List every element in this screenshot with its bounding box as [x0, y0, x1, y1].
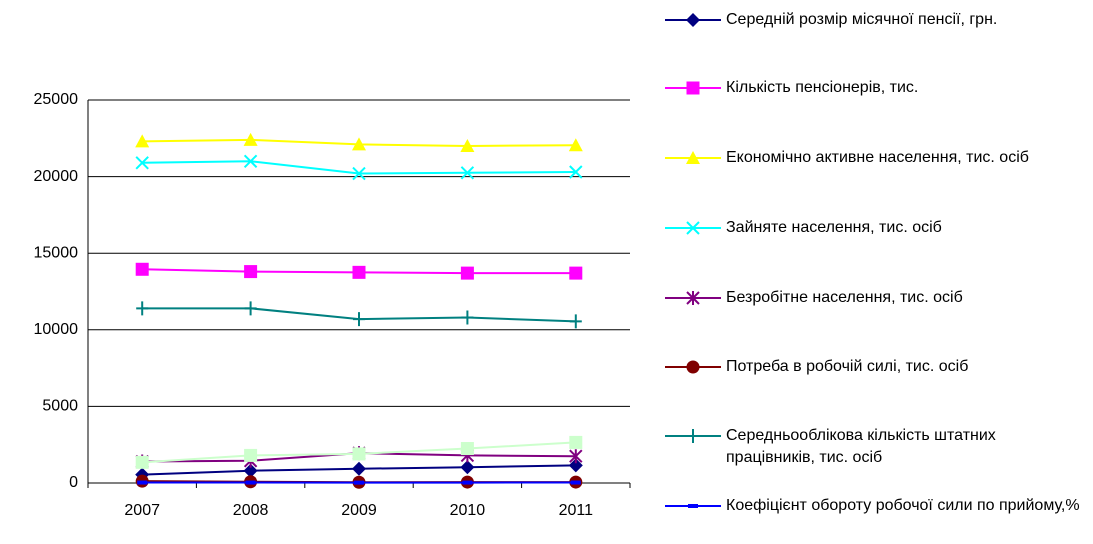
legend-label: Зайняте населення, тис. осіб: [726, 219, 942, 236]
marker: [569, 435, 583, 449]
marker: [460, 138, 475, 152]
series-line: [142, 160, 576, 175]
marker: [686, 291, 700, 305]
marker: [462, 480, 473, 485]
legend-label: Економічно активне населення, тис. осіб: [726, 149, 1029, 166]
marker: [569, 449, 583, 464]
marker: [460, 442, 474, 456]
x-tick-label: 2010: [450, 502, 486, 519]
marker: [244, 448, 258, 462]
legend-swatch: [665, 13, 721, 27]
marker: [461, 310, 474, 325]
marker: [352, 137, 366, 151]
legend-swatch: [665, 151, 721, 164]
legend-label: Кількість пенсіонерів, тис.: [726, 79, 919, 96]
marker: [243, 154, 258, 168]
marker: [568, 458, 583, 473]
marker: [352, 461, 366, 476]
marker: [686, 360, 700, 374]
legend-swatch: [665, 429, 721, 443]
legend-item: Потреба в робочій силі, тис. осіб: [665, 356, 1088, 378]
y-tick-label: 20000: [34, 168, 79, 185]
legend-swatch: [665, 291, 721, 305]
marker: [686, 221, 700, 235]
marker: [688, 504, 698, 508]
legend-swatch: [665, 504, 721, 508]
marker: [686, 151, 700, 164]
legend-label: Коефіцієнт обороту робочої сили по прийо…: [726, 497, 1080, 514]
legend-item: Економічно активне населення, тис. осіб: [665, 147, 1088, 169]
marker: [460, 266, 474, 280]
marker: [135, 455, 149, 469]
chart: 0 5000 10000 15000 20000 25000 2007 2008 2009 201…: [34, 91, 631, 519]
marker: [137, 480, 148, 485]
x-tick-label: 2007: [124, 502, 160, 519]
marker: [243, 463, 258, 478]
y-tick-label: 25000: [34, 91, 79, 108]
y-tick-label: 15000: [34, 244, 79, 261]
marker: [136, 301, 149, 316]
marker: [135, 156, 149, 170]
y-tick-label: 5000: [42, 398, 78, 415]
marker: [568, 138, 583, 152]
marker: [570, 480, 581, 485]
marker: [354, 480, 364, 485]
legend-swatch: [665, 360, 721, 374]
marker: [460, 166, 475, 180]
legend-item: Безробітне населення, тис. осіб: [665, 287, 1088, 309]
legend-item: Коефіцієнт обороту робочої сили по прийо…: [665, 495, 1088, 517]
marker: [243, 132, 258, 146]
marker: [686, 81, 700, 95]
y-tick-label: 10000: [34, 321, 79, 338]
marker: [245, 480, 256, 485]
marker: [135, 134, 150, 148]
marker: [244, 265, 258, 279]
marker: [135, 262, 149, 276]
legend-label: Потреба в робочій силі, тис. осіб: [726, 358, 969, 375]
x-tick-label: 2009: [341, 502, 377, 519]
x-tick-label: 2008: [233, 502, 269, 519]
legend-item: Середній розмір місячної пенсії, грн.: [665, 9, 1088, 31]
marker: [569, 266, 583, 280]
legend-label: Середньооблікова кількість штатних праці…: [726, 427, 996, 466]
marker: [569, 314, 582, 329]
legend-item: Середньооблікова кількість штатних праці…: [665, 425, 1088, 469]
marker: [352, 166, 366, 181]
marker: [353, 312, 365, 327]
marker: [244, 301, 257, 316]
legend-swatch: [665, 221, 721, 235]
legend-swatch: [665, 81, 721, 95]
legend-label: Безробітне населення, тис. осіб: [726, 289, 963, 306]
legend-label: Середній розмір місячної пенсії, грн.: [726, 11, 998, 28]
marker: [352, 265, 366, 279]
x-tick-label: 2011: [559, 502, 594, 519]
marker: [686, 13, 700, 27]
legend-item: Кількість пенсіонерів, тис.: [665, 77, 1088, 99]
y-tick-label: 0: [69, 474, 78, 491]
marker: [460, 460, 475, 475]
legend-item: Зайняте населення, тис. осіб: [665, 217, 1088, 239]
marker: [569, 165, 583, 179]
marker: [687, 429, 699, 443]
marker: [352, 447, 366, 461]
